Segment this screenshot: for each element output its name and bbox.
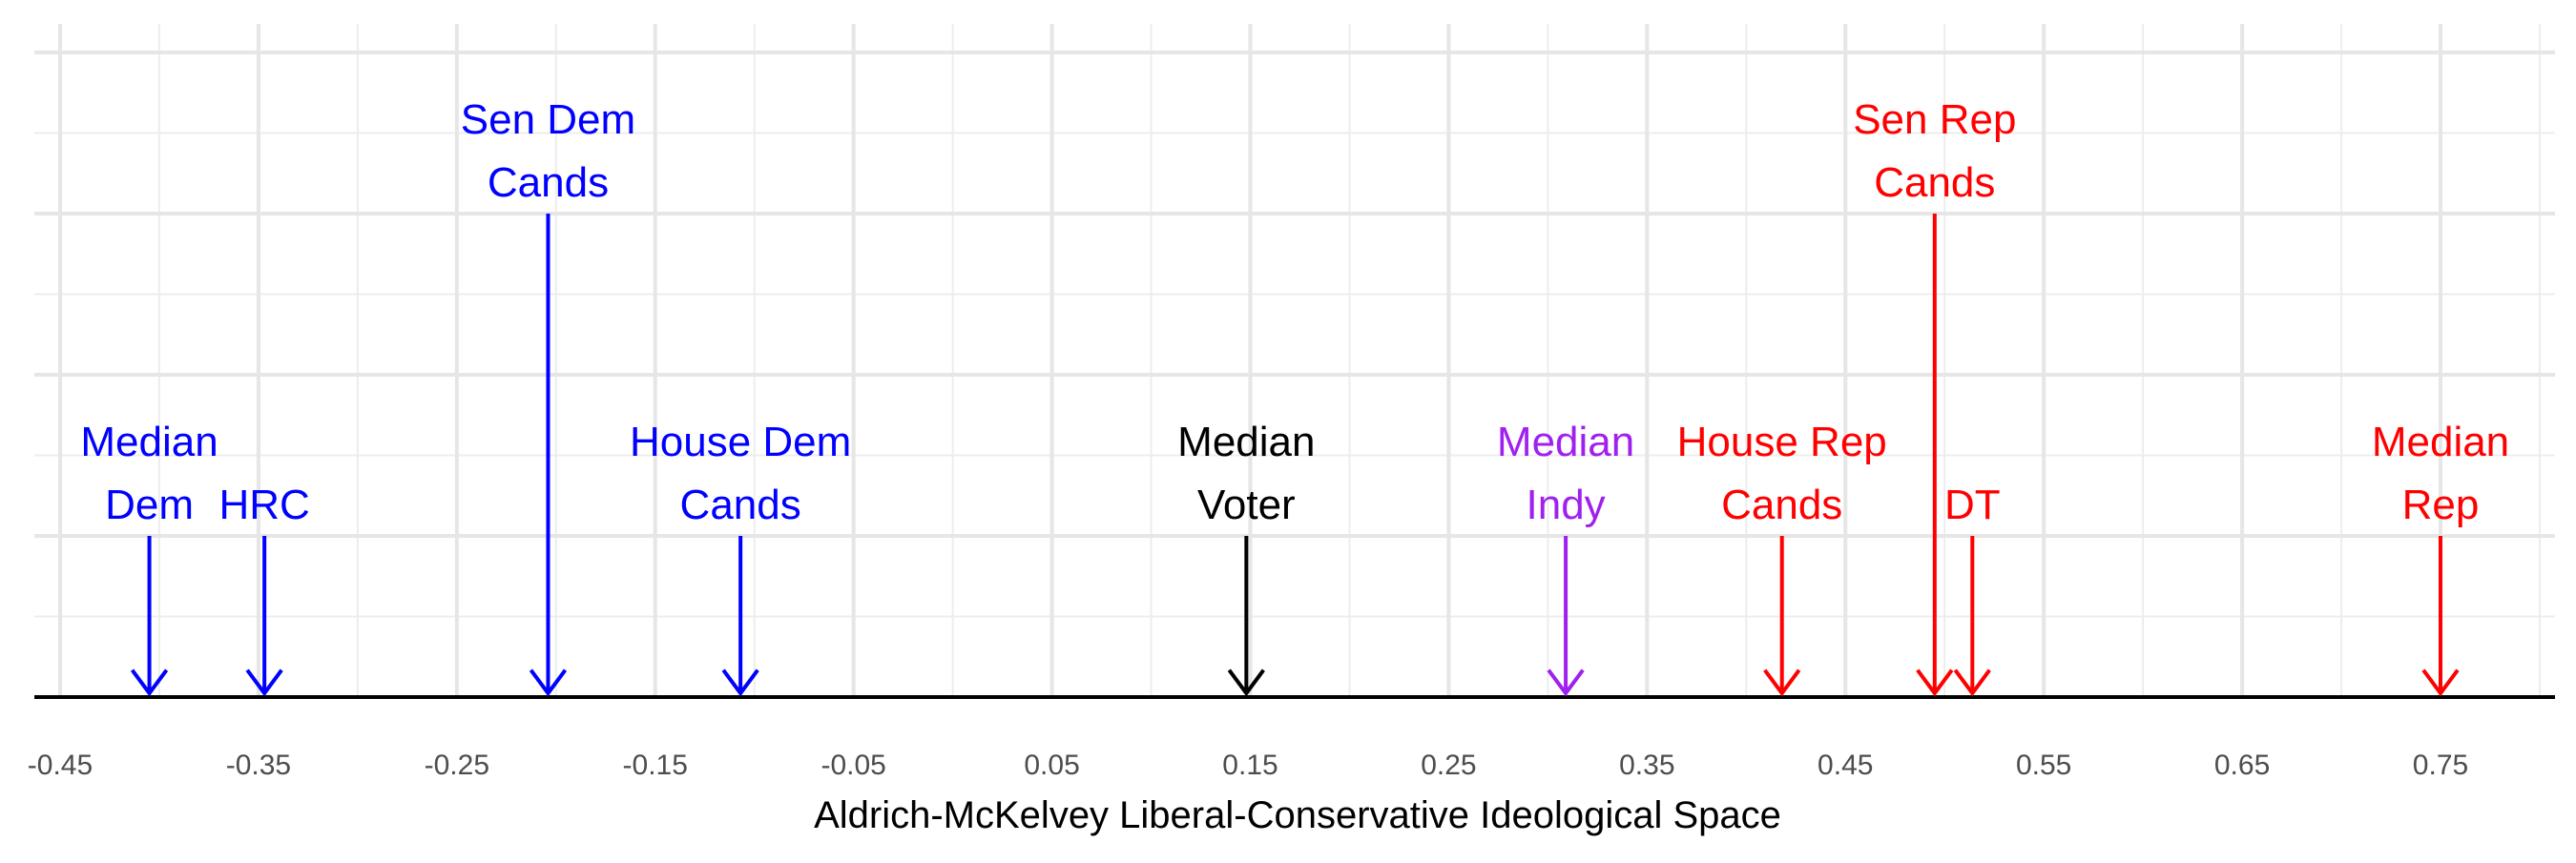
marker-label: Sen Rep — [1853, 96, 2016, 143]
marker-label: Median — [80, 419, 218, 465]
x-tick-label: 0.15 — [1222, 750, 1278, 781]
marker-label: Dem — [105, 482, 194, 528]
marker-label: Median — [1497, 419, 1634, 465]
marker-median-indy: Median Indy — [1497, 419, 1634, 697]
marker-house-dem-cands: House Dem Cands — [630, 419, 851, 697]
marker-median-dem: Median Dem — [80, 419, 218, 697]
x-tick-label: 0.35 — [1619, 750, 1674, 781]
marker-sen-rep-cands: Sen Rep Cands — [1853, 96, 2016, 697]
x-tick-label: -0.15 — [623, 750, 688, 781]
marker-label: Voter — [1197, 482, 1296, 528]
marker-sen-dem-cands: Sen Dem Cands — [461, 96, 635, 697]
marker-label: Indy — [1527, 482, 1606, 528]
marker-label: Sen Dem — [461, 96, 635, 143]
marker-label: House Dem — [630, 419, 851, 465]
x-tick-label: 0.65 — [2214, 750, 2270, 781]
arrow-head-icon — [130, 668, 169, 697]
x-tick-label: -0.05 — [821, 750, 885, 781]
x-tick-label: -0.25 — [425, 750, 489, 781]
arrow-head-icon — [1916, 668, 1954, 697]
arrow-head-icon — [1227, 668, 1265, 697]
x-tick-label: -0.45 — [28, 750, 93, 781]
arrow-head-icon — [721, 668, 759, 697]
x-tick-label: 0.55 — [2016, 750, 2071, 781]
x-tick-label: 0.05 — [1024, 750, 1079, 781]
marker-label: DT — [1944, 482, 2001, 528]
x-tick-label: 0.25 — [1421, 750, 1476, 781]
marker-label: Median — [2372, 419, 2509, 465]
marker-house-rep-cands: House Rep Cands — [1677, 419, 1887, 697]
grid-lines — [34, 24, 2555, 697]
arrow-head-icon — [1547, 668, 1585, 697]
marker-label: Cands — [1874, 159, 1995, 206]
marker-label: Rep — [2402, 482, 2480, 528]
marker-label: Cands — [488, 159, 609, 206]
marker-label: Median — [1177, 419, 1315, 465]
arrow-head-icon — [245, 668, 283, 697]
arrow-head-icon — [1953, 668, 1991, 697]
marker-label: Cands — [1721, 482, 1842, 528]
marker-label: HRC — [218, 482, 309, 528]
marker-median-voter: Median Voter — [1177, 419, 1315, 697]
marker-dt: DT — [1944, 482, 2001, 697]
x-tick-label: 0.75 — [2413, 750, 2468, 781]
marker-label: House Rep — [1677, 419, 1887, 465]
x-tick-label: 0.45 — [1818, 750, 1873, 781]
markers: Median Dem HRC Sen Dem Cands House Dem Cands Me… — [80, 96, 2509, 697]
marker-hrc: HRC — [218, 482, 310, 697]
arrow-head-icon — [529, 668, 568, 697]
x-tick-label: -0.35 — [226, 750, 291, 781]
x-axis: -0.45 -0.35 -0.25 -0.15 -0.05 0.05 0.15 0.25 0.3… — [28, 695, 2555, 781]
marker-median-rep: Median Rep — [2372, 419, 2509, 697]
marker-label: Cands — [680, 482, 801, 528]
x-axis-title: Aldrich-McKelvey Liberal-Conservative Id… — [814, 794, 1781, 836]
arrow-head-icon — [1763, 668, 1801, 697]
arrow-head-icon — [2421, 668, 2460, 697]
